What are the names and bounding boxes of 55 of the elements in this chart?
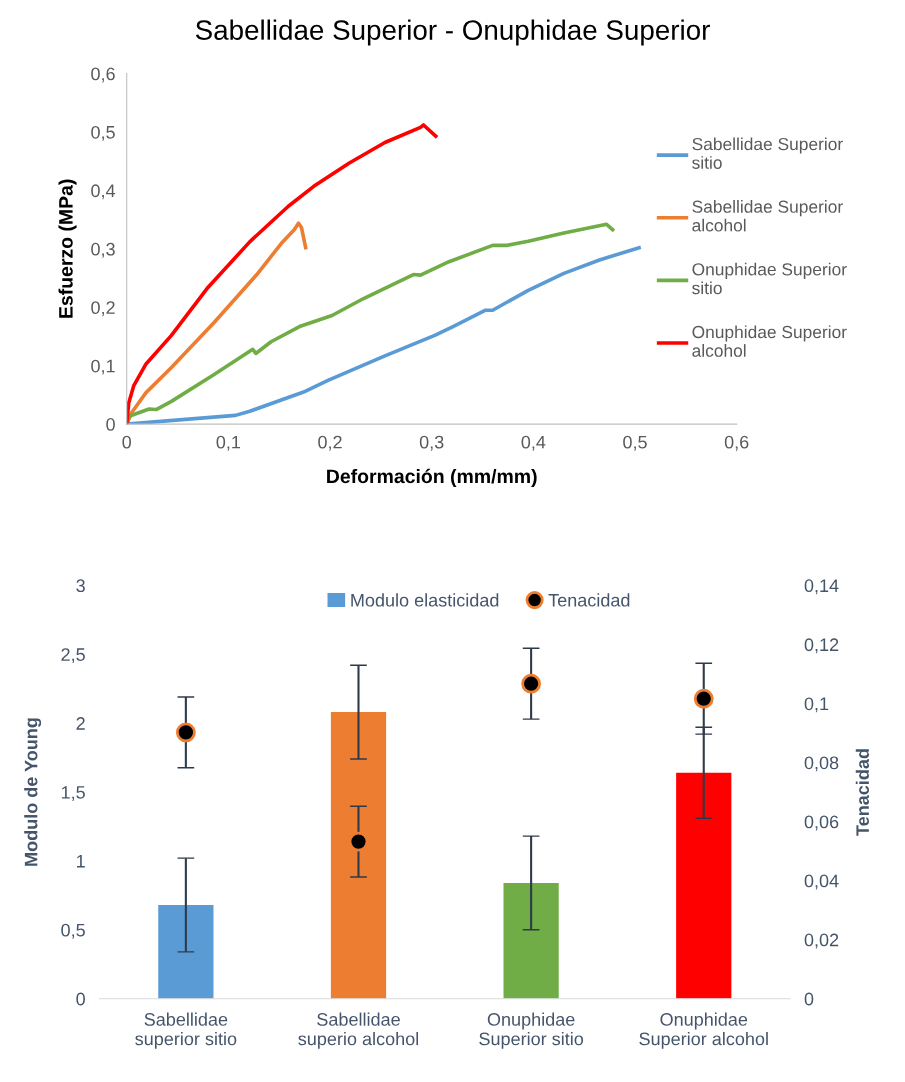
y-tick-label: 1,5 — [61, 786, 85, 801]
line-series — [126, 123, 438, 425]
y-tick-label: 0,6 — [91, 67, 115, 83]
y-tick-label: 2 — [76, 717, 85, 730]
x-tick-label: Sabellidae superior sitio — [135, 1012, 237, 1049]
y2-tick-label: 0,14 — [804, 579, 839, 595]
point — [175, 722, 196, 743]
y-tick-label: 2,5 — [61, 648, 85, 664]
y2-tick-label: 0,1 — [804, 697, 829, 713]
x-tick-label: 0,2 — [318, 435, 342, 451]
point — [348, 831, 369, 852]
legend-label: Sabellidae Superior alcohol — [692, 200, 843, 232]
line-series — [126, 245, 641, 425]
y-tick-label: 0,3 — [91, 242, 115, 258]
x-tick-label: Onuphidae Superior alcohol — [639, 1012, 768, 1049]
y-tick-label: 1 — [77, 855, 85, 868]
x-tick-label: Onuphidae Superior sitio — [479, 1012, 584, 1049]
line-series — [126, 222, 615, 425]
y2-tick-label: 0,02 — [804, 933, 839, 949]
x-tick-label: Sabellidae superio alcohol — [298, 1012, 419, 1049]
legend-label: Tenacidad — [548, 593, 630, 607]
y-tick-label: 0 — [76, 992, 85, 1006]
y-tick-label: 0,5 — [61, 923, 85, 939]
x-tick-label: 0 — [122, 435, 132, 449]
legend-label: Modulo elasticidad — [351, 593, 499, 607]
y-axis-title: Modulo de Young — [24, 718, 42, 866]
y-tick-label: 0,2 — [91, 301, 115, 317]
y2-tick-label: 0,08 — [804, 756, 839, 772]
legend-label: Sabellidae Superior sitio — [692, 137, 843, 169]
chart-title: Sabellidae Superior - Onuphidae Superior — [195, 19, 710, 46]
y2-tick-label: 0,06 — [804, 815, 839, 831]
x-tick-label: 0,3 — [419, 435, 444, 451]
y-axis-title: Esfuerzo (MPa) — [58, 179, 77, 318]
x-tick-label: 0,6 — [724, 435, 749, 451]
y-tick-label: 3 — [76, 579, 85, 593]
x-tick-label: 0,1 — [216, 435, 241, 451]
x-tick-label: 0,5 — [623, 435, 647, 451]
bar — [330, 712, 387, 999]
point — [693, 688, 714, 709]
x-axis-title: Deformación (mm/mm) — [327, 468, 537, 488]
y2-tick-label: 0 — [804, 992, 814, 1006]
bar — [503, 882, 559, 999]
y2-tick-label: 0,04 — [804, 874, 839, 890]
bar — [676, 772, 732, 999]
y-tick-label: 0,5 — [91, 125, 115, 141]
legend-label: Onuphidae Superior sitio — [692, 262, 847, 295]
bar — [158, 905, 214, 999]
x-tick-label: 0,4 — [521, 435, 546, 451]
y2-tick-label: 0,12 — [804, 638, 839, 654]
point — [521, 673, 542, 694]
y-tick-label: 0 — [106, 418, 115, 431]
y2-axis-title: Tenacidad — [855, 749, 870, 836]
y-tick-label: 0,4 — [91, 184, 116, 200]
legend-label: Onuphidae Superior alcohol — [692, 325, 847, 357]
y-tick-label: 0,1 — [91, 359, 115, 375]
